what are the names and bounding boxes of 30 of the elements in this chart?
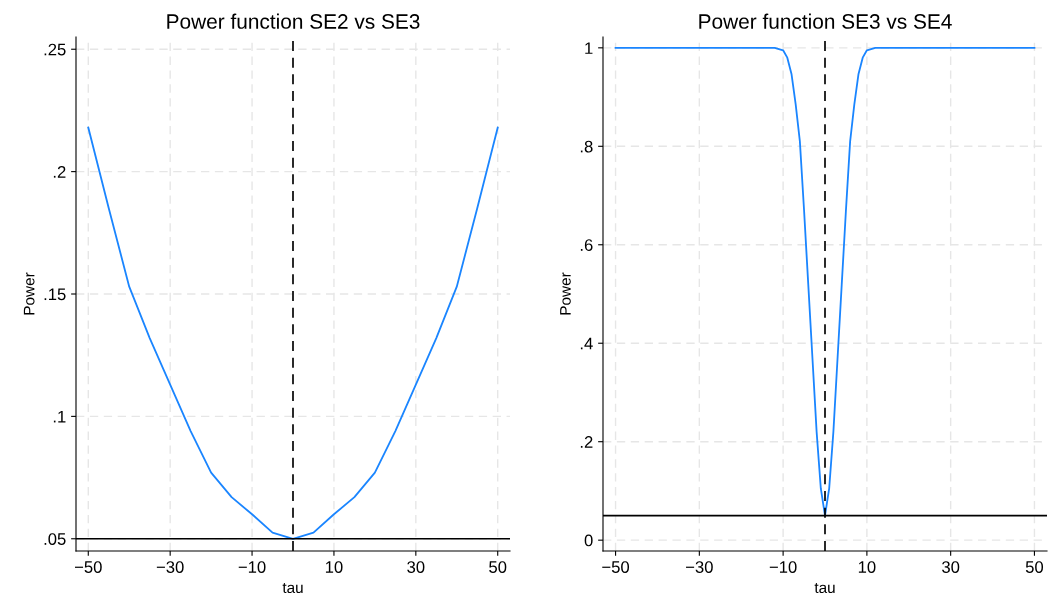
x-tick-label: −50 <box>602 561 630 573</box>
y-tick-label: .25 <box>44 43 66 56</box>
y-tick-label: 1 <box>585 42 593 54</box>
x-tick-label: −10 <box>238 561 266 573</box>
x-tick-label: 10 <box>858 561 876 573</box>
y-tick-label: .4 <box>580 337 593 350</box>
x-tick-label: −30 <box>686 561 713 573</box>
x-tick-label: 10 <box>325 561 343 573</box>
y-tick-label: .05 <box>44 533 66 545</box>
y-tick-label: .6 <box>580 239 593 251</box>
chart-title: Power function SE3 vs SE4 <box>699 13 952 29</box>
y-tick-label: .2 <box>53 166 66 178</box>
x-tick-label: −30 <box>156 561 184 573</box>
y-tick-label: .2 <box>580 436 593 448</box>
y-tick-label: .8 <box>580 140 593 153</box>
y-axis-title: Power <box>560 272 571 315</box>
x-tick-label: 50 <box>489 561 507 573</box>
x-axis-title: tau <box>282 583 303 594</box>
x-tick-label: 50 <box>1025 561 1044 573</box>
x-tick-label: 30 <box>407 561 425 573</box>
y-tick-label: 0 <box>584 534 593 547</box>
chart-title: Power function SE2 vs SE3 <box>167 13 420 29</box>
x-axis-title: tau <box>814 583 835 594</box>
y-tick-label: .1 <box>53 410 66 423</box>
x-tick-label: −50 <box>74 561 102 573</box>
y-axis-title: Power <box>23 272 35 315</box>
x-tick-label: −10 <box>769 561 797 573</box>
y-tick-label: .15 <box>44 288 66 301</box>
line-series <box>87 126 499 540</box>
x-tick-label: 30 <box>942 561 960 573</box>
